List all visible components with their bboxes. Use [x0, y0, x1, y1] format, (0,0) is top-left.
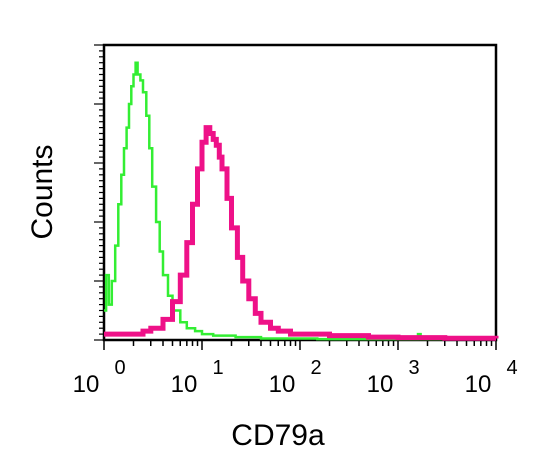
x-tick-exponent: 2	[310, 357, 321, 379]
x-tick-exponent: 4	[506, 357, 517, 379]
x-tick-exponent: 1	[212, 357, 223, 379]
x-tick-exponent: 3	[408, 357, 419, 379]
x-tick-exponent: 0	[114, 357, 125, 379]
series-line-2	[104, 125, 499, 341]
series-group	[104, 61, 499, 341]
x-axis-title: CD79a	[231, 419, 325, 452]
x-tick-labels: 10 0 10 1 10 2 10 3 10 4	[73, 357, 518, 398]
x-tick-label: 10	[171, 371, 198, 398]
series-line-1	[104, 61, 496, 341]
y-axis-ticks	[94, 44, 104, 341]
y-axis-title: Counts	[26, 144, 59, 239]
x-tick-label: 10	[269, 371, 296, 398]
x-tick-label: 10	[367, 371, 394, 398]
x-tick-label: 10	[465, 371, 492, 398]
x-axis-ticks	[103, 340, 497, 350]
x-tick-label: 10	[73, 371, 100, 398]
plot-frame	[102, 43, 498, 342]
